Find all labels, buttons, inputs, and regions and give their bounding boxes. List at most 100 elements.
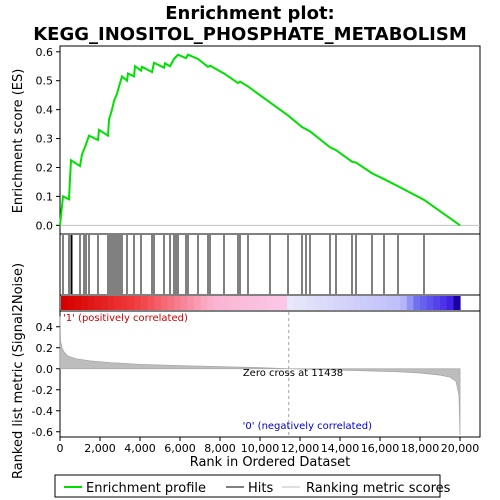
x-tick-label: 0 [57, 442, 64, 455]
color-bar-segment [333, 296, 341, 310]
color-bar-segment [386, 296, 395, 310]
es-axis-ticks: 0.0 0.1 0.2 0.3 0.4 0.5 0.6 [36, 46, 60, 232]
positive-label: '1' (positively correlated) [63, 313, 188, 324]
es-tick-label: 0.0 [36, 219, 54, 232]
color-bar-segment [340, 296, 348, 310]
color-bar-segment [147, 296, 155, 310]
color-bar-segment [194, 296, 202, 310]
color-bar-segment [433, 296, 441, 310]
chart-title-line2: KEGG_INOSITOL_PHOSPHATE_METABOLISM [33, 24, 467, 45]
color-bar-segment [61, 296, 69, 310]
color-bar-segment [134, 296, 142, 310]
legend-metric-label: Ranking metric scores [306, 481, 451, 496]
metric-y-axis-label: Ranked list metric (Signal2Noise) [11, 263, 26, 479]
color-bar-end-segment [454, 296, 460, 310]
color-bar-segment [353, 296, 361, 310]
rank-color-bar [61, 296, 461, 310]
metric-area [59, 312, 461, 436]
color-bar-segment [227, 296, 235, 310]
color-bar-segment [420, 296, 428, 310]
color-bar-segment [107, 296, 115, 310]
hit-markers [62, 235, 425, 294]
color-bar-segment [260, 296, 268, 310]
x-tick-label: 8,000 [204, 442, 236, 455]
color-bar-segment [220, 296, 228, 310]
color-bar-segment [120, 296, 129, 310]
color-bar-segment [446, 296, 454, 310]
es-tick-label: 0.5 [36, 75, 54, 88]
x-tick-label: 4,000 [124, 442, 156, 455]
color-bar-segment [140, 296, 149, 310]
color-bar-segment [373, 296, 381, 310]
color-bar-segment [127, 296, 135, 310]
metric-tick-label: -0.2 [32, 384, 53, 397]
x-axis-label: Rank in Ordered Dataset [190, 455, 351, 470]
x-tick-label: 16,000 [361, 442, 400, 455]
color-bar-segment [207, 296, 215, 310]
color-bar-segment [380, 296, 388, 310]
color-bar-segment [94, 296, 102, 310]
chart-title-line1: Enrichment plot: [165, 3, 335, 24]
color-bar-segment [413, 296, 421, 310]
color-bar-segment [267, 296, 275, 310]
color-bar-segment [287, 296, 295, 310]
color-bar-segment [313, 296, 321, 310]
metric-tick-label: 0.4 [36, 321, 54, 334]
es-tick-label: 0.2 [36, 161, 54, 174]
es-panel-frame [59, 45, 481, 235]
color-bar-segment [114, 296, 122, 310]
es-tick-label: 0.3 [36, 133, 54, 146]
color-bar-segment [253, 296, 262, 310]
x-tick-label: 6,000 [164, 442, 196, 455]
metric-tick-label: -0.4 [32, 405, 53, 418]
color-bar-segment [167, 296, 175, 310]
color-bar-segment [87, 296, 95, 310]
zero-cross-label: Zero cross at 11438 [243, 368, 343, 379]
color-bar-segment [406, 296, 415, 310]
color-bar-segment [327, 296, 335, 310]
es-tick-label: 0.6 [36, 46, 54, 59]
es-line [59, 53, 461, 227]
negative-label: '0' (negatively correlated) [243, 421, 372, 432]
x-tick-label: 10,000 [241, 442, 280, 455]
color-bar-segment [400, 296, 408, 310]
color-bar-segment [280, 296, 288, 310]
es-y-axis-label: Enrichment score (ES) [11, 69, 26, 214]
color-bar-segment [174, 296, 182, 310]
metric-area-path [59, 316, 461, 435]
color-bar-segment [360, 296, 368, 310]
color-bar-segment [320, 296, 328, 310]
x-tick-label: 14,000 [321, 442, 360, 455]
metric-tick-label: 0.0 [36, 363, 54, 376]
x-axis-ticks: 0 2,000 4,000 6,000 8,000 10,000 12,000 14,000 1… [57, 437, 480, 455]
legend-es-label: Enrichment profile [86, 481, 206, 496]
metric-tick-label: -0.6 [32, 426, 53, 439]
color-bar-segment [346, 296, 355, 310]
color-bar-segment [74, 296, 82, 310]
color-bar-segment [426, 296, 435, 310]
color-bar-segment [233, 296, 242, 310]
es-tick-label: 0.1 [36, 190, 54, 203]
es-tick-label: 0.4 [36, 104, 54, 117]
color-bar-segment [240, 296, 248, 310]
color-bar-segment [80, 296, 89, 310]
color-bar-segment [100, 296, 109, 310]
x-tick-label: 18,000 [401, 442, 440, 455]
metric-panel-frame [59, 310, 481, 438]
color-bar-segment [213, 296, 222, 310]
color-bar-segment [154, 296, 162, 310]
color-bar-segment [180, 296, 188, 310]
x-tick-label: 2,000 [84, 442, 116, 455]
color-bar-segment [293, 296, 302, 310]
color-bar-segment [393, 296, 401, 310]
metric-axis-ticks: -0.6 -0.4 -0.2 0.0 0.2 0.4 [32, 321, 60, 439]
color-bar-segment [67, 296, 75, 310]
color-bar-segment [200, 296, 208, 310]
color-bar-segment [247, 296, 255, 310]
es-line-group [59, 53, 461, 227]
color-bar-segment [307, 296, 315, 310]
legend-hits-label: Hits [248, 481, 273, 496]
color-bar-segment [187, 296, 195, 310]
x-tick-label: 20,000 [441, 442, 480, 455]
